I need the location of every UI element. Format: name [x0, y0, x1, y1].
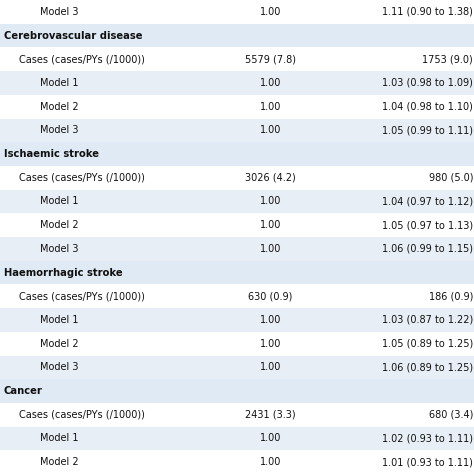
Bar: [0, 142, 474, 166]
Text: Model 3: Model 3: [40, 7, 79, 17]
Bar: [0, 95, 474, 118]
Bar: [0, 237, 474, 261]
Bar: [0, 261, 474, 284]
Text: Cerebrovascular disease: Cerebrovascular disease: [4, 30, 142, 41]
Text: 980 (5.0): 980 (5.0): [428, 173, 473, 183]
Text: 1.00: 1.00: [259, 196, 281, 207]
Text: Ischaemic stroke: Ischaemic stroke: [4, 149, 99, 159]
Text: Model 2: Model 2: [40, 101, 79, 112]
Text: Haemorrhagic stroke: Haemorrhagic stroke: [4, 267, 122, 278]
Text: 1.05 (0.99 to 1.11): 1.05 (0.99 to 1.11): [382, 125, 473, 136]
Text: 1.00: 1.00: [259, 220, 281, 230]
Text: Model 1: Model 1: [40, 315, 79, 325]
Text: 1.00: 1.00: [259, 125, 281, 136]
Bar: [0, 71, 474, 95]
Text: 1.05 (0.89 to 1.25): 1.05 (0.89 to 1.25): [382, 338, 473, 349]
Text: Model 1: Model 1: [40, 196, 79, 207]
Bar: [0, 450, 474, 474]
Bar: [0, 379, 474, 403]
Text: Cases (cases/PYs (/1000)): Cases (cases/PYs (/1000)): [19, 410, 145, 420]
Text: 3026 (4.2): 3026 (4.2): [245, 173, 296, 183]
Text: Model 2: Model 2: [40, 220, 79, 230]
Text: Cases (cases/PYs (/1000)): Cases (cases/PYs (/1000)): [19, 54, 145, 64]
Text: Cancer: Cancer: [4, 386, 43, 396]
Text: 1.00: 1.00: [259, 315, 281, 325]
Text: 5579 (7.8): 5579 (7.8): [245, 54, 296, 64]
Text: 186 (0.9): 186 (0.9): [428, 291, 473, 301]
Text: 1.06 (0.99 to 1.15): 1.06 (0.99 to 1.15): [382, 244, 473, 254]
Text: 1.04 (0.98 to 1.10): 1.04 (0.98 to 1.10): [382, 101, 473, 112]
Text: 1.00: 1.00: [259, 457, 281, 467]
Text: 1.03 (0.98 to 1.09): 1.03 (0.98 to 1.09): [382, 78, 473, 88]
Bar: [0, 190, 474, 213]
Text: 1.04 (0.97 to 1.12): 1.04 (0.97 to 1.12): [382, 196, 473, 207]
Text: 1.00: 1.00: [259, 244, 281, 254]
Bar: [0, 403, 474, 427]
Text: 1.00: 1.00: [259, 338, 281, 349]
Bar: [0, 356, 474, 379]
Bar: [0, 47, 474, 71]
Text: 1753 (9.0): 1753 (9.0): [422, 54, 473, 64]
Bar: [0, 427, 474, 450]
Text: Model 3: Model 3: [40, 362, 79, 373]
Text: 1.00: 1.00: [259, 78, 281, 88]
Text: Cases (cases/PYs (/1000)): Cases (cases/PYs (/1000)): [19, 291, 145, 301]
Text: 630 (0.9): 630 (0.9): [248, 291, 292, 301]
Text: 1.06 (0.89 to 1.25): 1.06 (0.89 to 1.25): [382, 362, 473, 373]
Text: 1.02 (0.93 to 1.11): 1.02 (0.93 to 1.11): [382, 433, 473, 444]
Text: Cases (cases/PYs (/1000)): Cases (cases/PYs (/1000)): [19, 173, 145, 183]
Bar: [0, 118, 474, 142]
Text: 1.00: 1.00: [259, 433, 281, 444]
Bar: [0, 284, 474, 308]
Bar: [0, 0, 474, 24]
Text: 1.00: 1.00: [259, 7, 281, 17]
Bar: [0, 213, 474, 237]
Bar: [0, 166, 474, 190]
Text: Model 2: Model 2: [40, 338, 79, 349]
Text: 1.11 (0.90 to 1.38): 1.11 (0.90 to 1.38): [382, 7, 473, 17]
Text: 680 (3.4): 680 (3.4): [428, 410, 473, 420]
Bar: [0, 308, 474, 332]
Text: 1.01 (0.93 to 1.11): 1.01 (0.93 to 1.11): [382, 457, 473, 467]
Text: Model 3: Model 3: [40, 125, 79, 136]
Text: 1.00: 1.00: [259, 101, 281, 112]
Text: 1.00: 1.00: [259, 362, 281, 373]
Text: Model 2: Model 2: [40, 457, 79, 467]
Bar: [0, 24, 474, 47]
Text: Model 1: Model 1: [40, 78, 79, 88]
Text: Model 1: Model 1: [40, 433, 79, 444]
Text: 2431 (3.3): 2431 (3.3): [245, 410, 295, 420]
Text: 1.03 (0.87 to 1.22): 1.03 (0.87 to 1.22): [382, 315, 473, 325]
Text: Model 3: Model 3: [40, 244, 79, 254]
Bar: [0, 332, 474, 356]
Text: 1.05 (0.97 to 1.13): 1.05 (0.97 to 1.13): [382, 220, 473, 230]
